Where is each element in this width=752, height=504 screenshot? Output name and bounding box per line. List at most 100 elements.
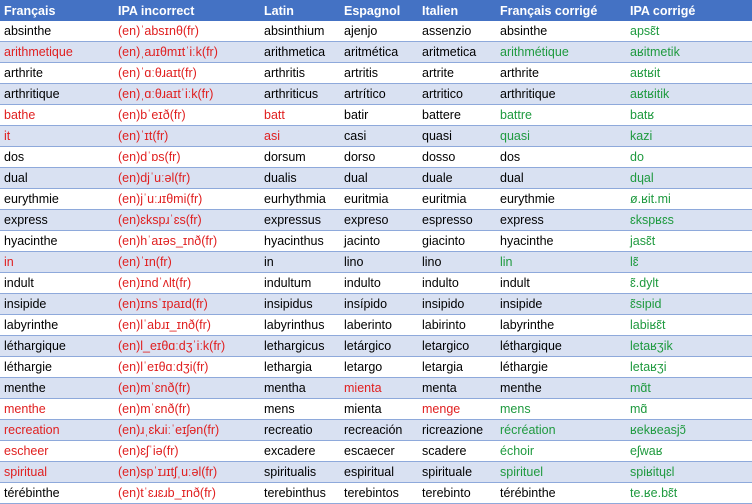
cell-francais[interactable]: express — [0, 209, 114, 231]
cell-ipa-corrige[interactable]: mɑ̃ — [626, 398, 752, 420]
cell-ipa-corrige[interactable]: labiʁɛ̃t — [626, 314, 752, 336]
cell-ipa-incorrect[interactable]: (en)lˈeɪθɑːdʒi(fr) — [114, 356, 260, 378]
cell-francais-corrige[interactable]: térébinthe — [496, 482, 626, 504]
cell-francais[interactable]: absinthe — [0, 21, 114, 42]
cell-francais[interactable]: dos — [0, 146, 114, 168]
cell-ipa-incorrect[interactable]: (en)ɛʃˈiə(fr) — [114, 440, 260, 462]
cell-espagnol[interactable]: jacinto — [340, 230, 418, 252]
cell-espagnol[interactable]: artritis — [340, 62, 418, 84]
cell-ipa-corrige[interactable]: eʃwaʁ — [626, 440, 752, 462]
cell-francais[interactable]: labyrinthe — [0, 314, 114, 336]
cell-francais-corrige[interactable]: eurythmie — [496, 188, 626, 210]
cell-francais-corrige[interactable]: échoir — [496, 440, 626, 462]
cell-espagnol[interactable]: expreso — [340, 209, 418, 231]
cell-francais[interactable]: escheer — [0, 440, 114, 462]
cell-espagnol[interactable]: lino — [340, 251, 418, 273]
cell-italien[interactable]: scadere — [418, 440, 496, 462]
cell-italien[interactable]: menge — [418, 398, 496, 420]
cell-ipa-corrige[interactable]: aʁtʁit — [626, 62, 752, 84]
cell-francais-corrige[interactable]: récréation — [496, 419, 626, 441]
cell-latin[interactable]: eurhythmia — [260, 188, 340, 210]
cell-latin[interactable]: absinthium — [260, 21, 340, 42]
cell-francais-corrige[interactable]: battre — [496, 104, 626, 126]
cell-espagnol[interactable]: dorso — [340, 146, 418, 168]
cell-francais[interactable]: bathe — [0, 104, 114, 126]
header-ipa-corrige[interactable]: IPA corrigé — [626, 0, 752, 21]
cell-latin[interactable]: in — [260, 251, 340, 273]
cell-latin[interactable]: lethargicus — [260, 335, 340, 357]
cell-francais-corrige[interactable]: arthritique — [496, 83, 626, 105]
cell-latin[interactable]: arithmetica — [260, 41, 340, 63]
cell-francais-corrige[interactable]: quasi — [496, 125, 626, 147]
cell-italien[interactable]: dosso — [418, 146, 496, 168]
cell-ipa-incorrect[interactable]: (en)ɪnsˈɪpaɪd(fr) — [114, 293, 260, 315]
cell-ipa-corrige[interactable]: dɥal — [626, 167, 752, 189]
cell-espagnol[interactable]: terebintos — [340, 482, 418, 504]
cell-latin[interactable]: batt — [260, 104, 340, 126]
cell-latin[interactable]: excadere — [260, 440, 340, 462]
cell-italien[interactable]: espresso — [418, 209, 496, 231]
cell-ipa-incorrect[interactable]: (en)ɹˌɛkɹiːˈeɪʃən(fr) — [114, 419, 260, 441]
cell-ipa-incorrect[interactable]: (en)spˈɪɹɪtʃˌuːəl(fr) — [114, 461, 260, 483]
cell-francais[interactable]: hyacinthe — [0, 230, 114, 252]
cell-francais[interactable]: arithmetique — [0, 41, 114, 63]
cell-ipa-incorrect[interactable]: (en)ˌaɹɪθmɪtˈiːk(fr) — [114, 41, 260, 63]
cell-italien[interactable]: assenzio — [418, 21, 496, 42]
cell-ipa-incorrect[interactable]: (en)lˈabɹɪ_ɪnð(fr) — [114, 314, 260, 336]
cell-espagnol[interactable]: letárgico — [340, 335, 418, 357]
cell-italien[interactable]: menta — [418, 377, 496, 399]
cell-latin[interactable]: mentha — [260, 377, 340, 399]
cell-francais[interactable]: térébinthe — [0, 482, 114, 504]
cell-espagnol[interactable]: recreación — [340, 419, 418, 441]
cell-francais[interactable]: arthritique — [0, 83, 114, 105]
header-francais[interactable]: Français — [0, 0, 114, 21]
cell-latin[interactable]: arthritis — [260, 62, 340, 84]
cell-espagnol[interactable]: letargo — [340, 356, 418, 378]
cell-francais-corrige[interactable]: absinthe — [496, 21, 626, 42]
cell-italien[interactable]: artritico — [418, 83, 496, 105]
header-italien[interactable]: Italien — [418, 0, 496, 21]
cell-latin[interactable]: dualis — [260, 167, 340, 189]
cell-francais[interactable]: menthe — [0, 377, 114, 399]
cell-italien[interactable]: battere — [418, 104, 496, 126]
cell-latin[interactable]: mens — [260, 398, 340, 420]
cell-italien[interactable]: labirinto — [418, 314, 496, 336]
cell-ipa-incorrect[interactable]: (en)bˈeɪð(fr) — [114, 104, 260, 126]
cell-ipa-incorrect[interactable]: (en)ɛkspɹˈɛs(fr) — [114, 209, 260, 231]
cell-francais-corrige[interactable]: léthargie — [496, 356, 626, 378]
cell-francais-corrige[interactable]: insipide — [496, 293, 626, 315]
cell-italien[interactable]: giacinto — [418, 230, 496, 252]
cell-latin[interactable]: insipidus — [260, 293, 340, 315]
cell-espagnol[interactable]: escaecer — [340, 440, 418, 462]
cell-francais-corrige[interactable]: menthe — [496, 377, 626, 399]
cell-ipa-corrige[interactable]: aʁtʁitik — [626, 83, 752, 105]
cell-ipa-incorrect[interactable]: (en)ˈɑːθɹaɪt(fr) — [114, 62, 260, 84]
cell-ipa-incorrect[interactable]: (en)ɪndˈʌlt(fr) — [114, 272, 260, 294]
cell-francais-corrige[interactable]: mens — [496, 398, 626, 420]
cell-latin[interactable]: spiritualis — [260, 461, 340, 483]
cell-francais[interactable]: menthe — [0, 398, 114, 420]
cell-ipa-incorrect[interactable]: (en)tˈɛɹɛɹb_ɪnð(fr) — [114, 482, 260, 504]
cell-latin[interactable]: indultum — [260, 272, 340, 294]
cell-francais-corrige[interactable]: express — [496, 209, 626, 231]
cell-espagnol[interactable]: batir — [340, 104, 418, 126]
cell-latin[interactable]: asi — [260, 125, 340, 147]
cell-ipa-corrige[interactable]: te.ʁe.bɛ̃t — [626, 482, 752, 504]
cell-espagnol[interactable]: casi — [340, 125, 418, 147]
header-francais-corrige[interactable]: Français corrigé — [496, 0, 626, 21]
cell-francais[interactable]: léthargie — [0, 356, 114, 378]
cell-ipa-corrige[interactable]: ɛ̃sipid — [626, 293, 752, 315]
cell-francais[interactable]: in — [0, 251, 114, 273]
cell-ipa-corrige[interactable]: ʁekʁeasjɔ̃ — [626, 419, 752, 441]
cell-francais[interactable]: dual — [0, 167, 114, 189]
cell-ipa-corrige[interactable]: lɛ̃ — [626, 251, 752, 273]
cell-francais-corrige[interactable]: arithmétique — [496, 41, 626, 63]
cell-ipa-corrige[interactable]: letaʁʒik — [626, 335, 752, 357]
cell-ipa-incorrect[interactable]: (en)djˈuːəl(fr) — [114, 167, 260, 189]
cell-ipa-corrige[interactable]: do — [626, 146, 752, 168]
cell-ipa-corrige[interactable]: ɛ̃.dylt — [626, 272, 752, 294]
cell-italien[interactable]: quasi — [418, 125, 496, 147]
cell-francais-corrige[interactable]: hyacinthe — [496, 230, 626, 252]
cell-ipa-incorrect[interactable]: (en)jˈuːɹɪθmi(fr) — [114, 188, 260, 210]
cell-ipa-incorrect[interactable]: (en)ˌɑːθɹaɪtˈiːk(fr) — [114, 83, 260, 105]
